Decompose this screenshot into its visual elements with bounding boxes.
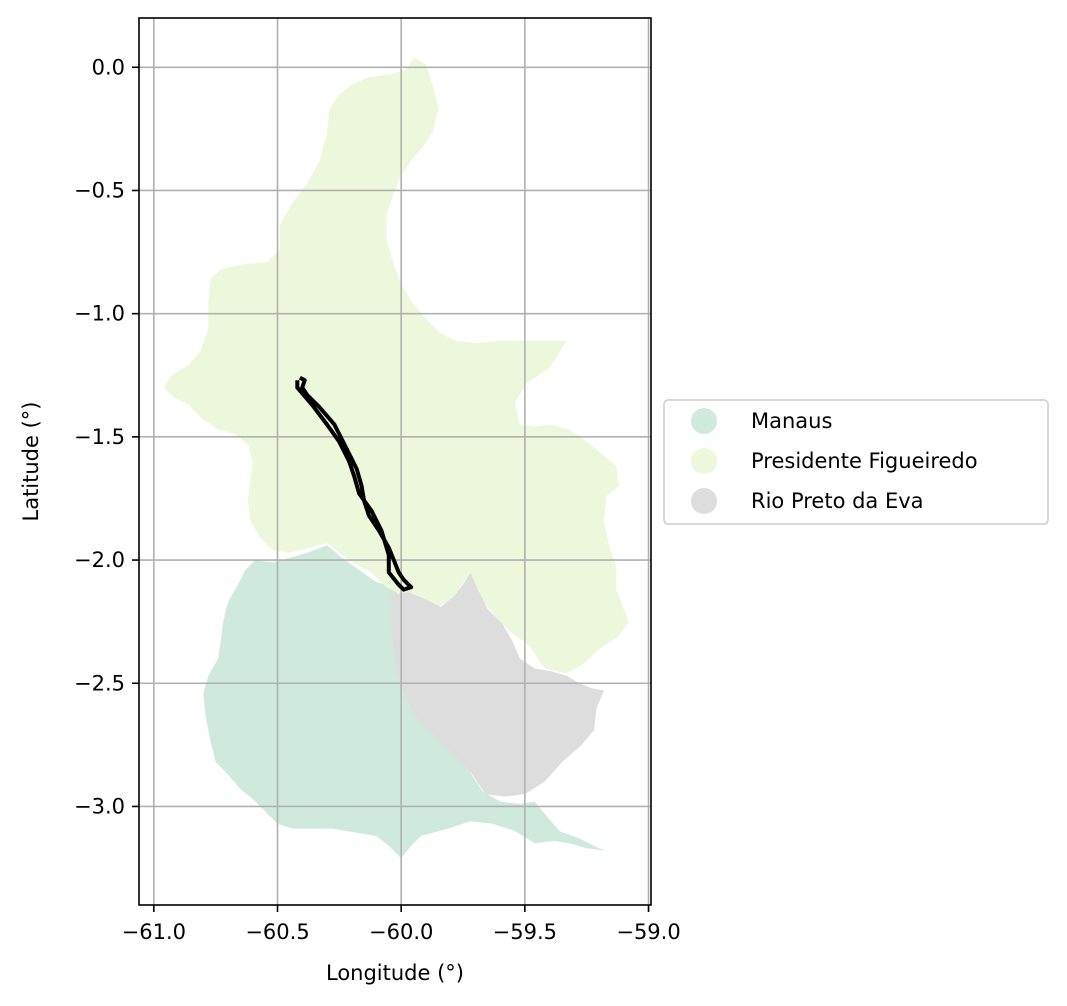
map-regions	[163, 57, 629, 859]
legend: Manaus Presidente Figueiredo Rio Preto da …	[663, 399, 1049, 525]
y-tick-label: 0.0	[92, 55, 125, 79]
legend-items: Manaus Presidente Figueiredo Rio Preto da …	[691, 408, 978, 514]
x-tick-label: −60.0	[369, 920, 433, 944]
legend-marker	[691, 408, 717, 434]
x-tick-label: −61.0	[122, 920, 186, 944]
legend-label: Manaus	[751, 409, 832, 433]
x-tick-label: −60.5	[245, 920, 309, 944]
y-tick-label: −0.5	[74, 178, 125, 202]
y-tick-label: −1.0	[74, 302, 125, 326]
legend-label: Presidente Figueiredo	[751, 449, 978, 473]
y-tick-label: −2.5	[74, 671, 125, 695]
y-tick-label: −3.0	[74, 794, 125, 818]
legend-label: Rio Preto da Eva	[751, 489, 924, 513]
legend-marker	[691, 448, 717, 474]
y-tick-label: −1.5	[74, 425, 125, 449]
route-line	[295, 375, 414, 592]
x-axis-ticks: −61.0 −60.5 −60.0 −59.5 −59.0	[122, 905, 681, 944]
y-axis-label: Latitude (°)	[19, 402, 43, 522]
y-axis-ticks: 0.0 −0.5 −1.0 −1.5 −2.0 −2.5 −3.0	[74, 55, 139, 818]
legend-box	[663, 399, 1049, 525]
route-track	[295, 375, 414, 592]
x-axis-label: Longitude (°)	[326, 961, 464, 985]
legend-marker	[691, 488, 717, 514]
y-tick-label: −2.0	[74, 548, 125, 572]
axes-frame	[138, 17, 652, 906]
x-tick-label: −59.0	[616, 920, 680, 944]
region-manaus	[203, 545, 607, 859]
region-rio-preto-da-eva	[391, 572, 604, 797]
region-presidente-figueiredo	[163, 57, 629, 674]
x-tick-label: −59.5	[493, 920, 557, 944]
